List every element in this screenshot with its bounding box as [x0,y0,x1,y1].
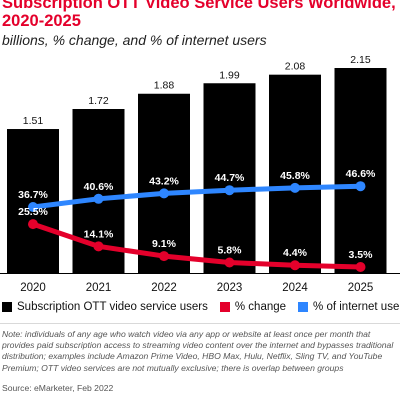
pct-internet-label-2021: 40.6% [84,181,114,193]
pct-change-label-2022: 9.1% [152,238,177,250]
legend-swatch-users [2,302,12,312]
pct-change-point-2025 [355,262,366,272]
pct-internet-label-2025: 46.6% [346,168,376,180]
legend-swatch-pct-change [219,302,230,312]
pct-change-point-2022 [159,251,169,262]
pct-change-point-2020 [28,219,38,230]
bar-value-label-2020: 1.51 [23,115,44,127]
pct-change-point-2024 [290,260,300,271]
source-line: Source: eMarketer, Feb 2022 [2,383,114,393]
pct-internet-line [30,183,363,210]
pct-change-label-2020: 25.5% [18,206,48,218]
bar-value-label-2024: 2.08 [285,61,306,73]
pct-change-line [30,221,363,270]
pct-change-point-2023 [224,257,235,268]
bar-value-label-2021: 1.72 [88,95,109,107]
chart-legend: Subscription OTT video service users % c… [2,298,400,316]
pct-internet-point-2021 [93,193,104,204]
legend-item-pct-change: % change [219,301,287,313]
bar-2022 [138,93,190,273]
pct-change-point-2021 [93,241,104,252]
x-tick-label-2021: 2021 [86,282,112,294]
pct-change-label-2021: 14.1% [84,228,114,240]
pct-change-label-2025: 3.5% [349,249,374,261]
x-tick-label-2022: 2022 [151,282,177,294]
pct-internet-point-2023 [224,185,235,196]
pct-internet-label-2023: 44.7% [215,172,245,184]
x-tick-label-2025: 2025 [348,282,374,294]
bar-value-label-2022: 1.88 [154,80,175,92]
bar-value-label-2025: 2.15 [350,54,371,66]
pct-internet-label-2022: 43.2% [149,175,179,187]
pct-internet-label-2020: 36.7% [18,189,48,201]
legend-label-users: Subscription OTT video service users [17,301,208,313]
bar-2025 [334,68,387,273]
chart-title: Subscription OTT Video Service Users Wor… [2,0,396,30]
pct-change-label-2024: 4.4% [283,247,308,259]
legend-item-pct-internet: % of internet users [298,301,400,313]
pct-internet-label-2024: 45.8% [280,170,310,182]
pct-internet-point-2020 [28,202,38,212]
bar-2023 [203,83,256,273]
pct-internet-point-2025 [355,181,366,192]
bar-2020 [7,129,59,273]
chart-subtitle: billions, % change, and % of internet us… [2,32,267,48]
legend-label-pct-internet: % of internet users [313,301,400,313]
x-tick-label-2020: 2020 [20,282,46,294]
footnote: Note: individuals of any age who watch v… [2,329,394,373]
x-tick-label-2023: 2023 [217,282,243,294]
legend-label-pct-change: % change [234,301,287,313]
bar-value-label-2023: 1.99 [219,69,240,81]
footer-divider [0,323,400,324]
x-tick-label-2024: 2024 [282,282,308,294]
legend-item-users: Subscription OTT video service users [2,301,208,313]
legend-swatch-pct-internet [298,302,309,312]
bar-2024 [269,74,321,274]
pct-internet-point-2024 [290,182,300,193]
pct-internet-point-2022 [159,188,169,199]
pct-change-label-2023: 5.8% [218,245,243,257]
